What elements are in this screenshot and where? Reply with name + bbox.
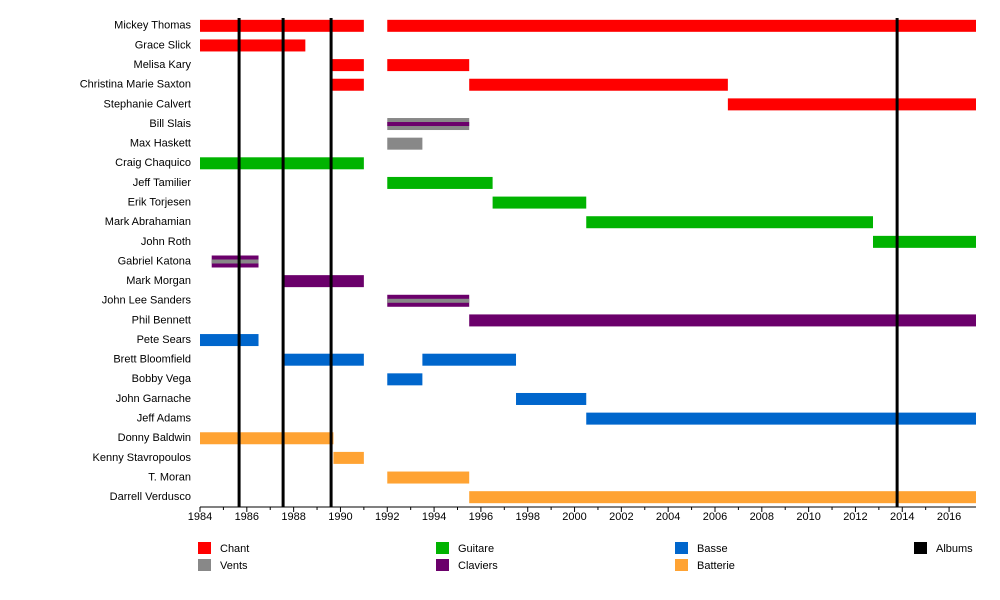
span-bar (492, 196, 587, 209)
legend-swatch (914, 542, 927, 554)
span-bar (200, 432, 334, 445)
x-tick-label: 2006 (703, 511, 727, 523)
row-label: Kenny Stavropoulos (93, 452, 192, 464)
legend-label: Chant (220, 543, 249, 555)
span-bar (469, 314, 976, 327)
span-bar (387, 176, 493, 189)
row-label: Erik Torjesen (128, 196, 191, 208)
row-label: Grace Slick (135, 39, 192, 51)
row-label: John Garnache (116, 393, 191, 405)
legend-label: Vents (220, 560, 248, 572)
span-bar (516, 392, 587, 405)
x-tick-label: 2004 (656, 511, 680, 523)
row-label: Mark Morgan (126, 275, 191, 287)
x-tick-label: 1984 (188, 511, 212, 523)
span-stripe (211, 259, 259, 264)
legend-label: Basse (697, 543, 728, 555)
row-label: Bobby Vega (132, 373, 192, 385)
span-bar (422, 353, 517, 366)
row-label: Christina Marie Saxton (80, 79, 191, 91)
row-label: Max Haskett (130, 138, 191, 150)
span-bar (469, 78, 728, 91)
span-bar (387, 59, 470, 72)
row-label: Jeff Tamilier (133, 177, 192, 189)
legend-swatch (198, 542, 211, 554)
span-bar (200, 39, 306, 52)
x-tick-label: 2000 (562, 511, 586, 523)
span-bar (332, 59, 364, 72)
span-bar (387, 373, 423, 386)
row-label: Melisa Kary (134, 59, 192, 71)
legend-swatch (675, 542, 688, 554)
span-bar (387, 137, 423, 150)
x-tick-label: 1998 (515, 511, 539, 523)
x-tick-label: 1986 (235, 511, 259, 523)
row-label: T. Moran (148, 471, 191, 483)
span-bar (387, 471, 470, 484)
legend-label: Guitare (458, 543, 494, 555)
x-tick-label: 2002 (609, 511, 633, 523)
x-tick-label: 1994 (422, 511, 446, 523)
legend-label: Claviers (458, 560, 498, 572)
span-bar (200, 334, 259, 347)
x-tick-label: 2008 (750, 511, 774, 523)
row-label: Stephanie Calvert (104, 98, 191, 110)
span-bar (332, 78, 364, 91)
row-label: John Roth (141, 236, 191, 248)
row-label: Donny Baldwin (118, 432, 191, 444)
span-bar (873, 235, 976, 248)
span-bar (284, 353, 364, 366)
row-label: Craig Chaquico (115, 157, 191, 169)
span-bar (469, 491, 976, 504)
span-bar (586, 412, 976, 425)
span-bar (727, 98, 976, 111)
row-label: John Lee Sanders (102, 295, 192, 307)
x-tick-label: 1996 (469, 511, 493, 523)
legend-swatch (675, 559, 688, 571)
row-label: Mark Abrahamian (105, 216, 191, 228)
legend-swatch (436, 559, 449, 571)
row-label: Jeff Adams (137, 413, 192, 425)
legend-swatch (198, 559, 211, 571)
row-label: Phil Bennett (132, 314, 191, 326)
x-tick-label: 2010 (796, 511, 820, 523)
span-bar (387, 19, 976, 32)
x-tick-label: 2012 (843, 511, 867, 523)
x-tick-label: 2016 (937, 511, 961, 523)
row-label: Brett Bloomfield (113, 354, 191, 366)
row-label: Gabriel Katona (118, 255, 192, 267)
row-label: Darrell Verdusco (110, 491, 191, 503)
x-tick-label: 1990 (328, 511, 352, 523)
span-bar (333, 451, 364, 464)
legend-label: Batterie (697, 560, 735, 572)
row-label: Pete Sears (137, 334, 192, 346)
span-stripe (387, 122, 470, 127)
span-stripe (387, 298, 470, 303)
x-tick-label: 1988 (281, 511, 305, 523)
legend-label: Albums (936, 543, 973, 555)
x-tick-label: 2014 (890, 511, 914, 523)
legend-swatch (436, 542, 449, 554)
span-bar (586, 216, 874, 229)
row-label: Bill Slais (149, 118, 191, 130)
row-label: Mickey Thomas (114, 20, 191, 32)
x-tick-label: 1992 (375, 511, 399, 523)
span-bar (284, 275, 364, 288)
